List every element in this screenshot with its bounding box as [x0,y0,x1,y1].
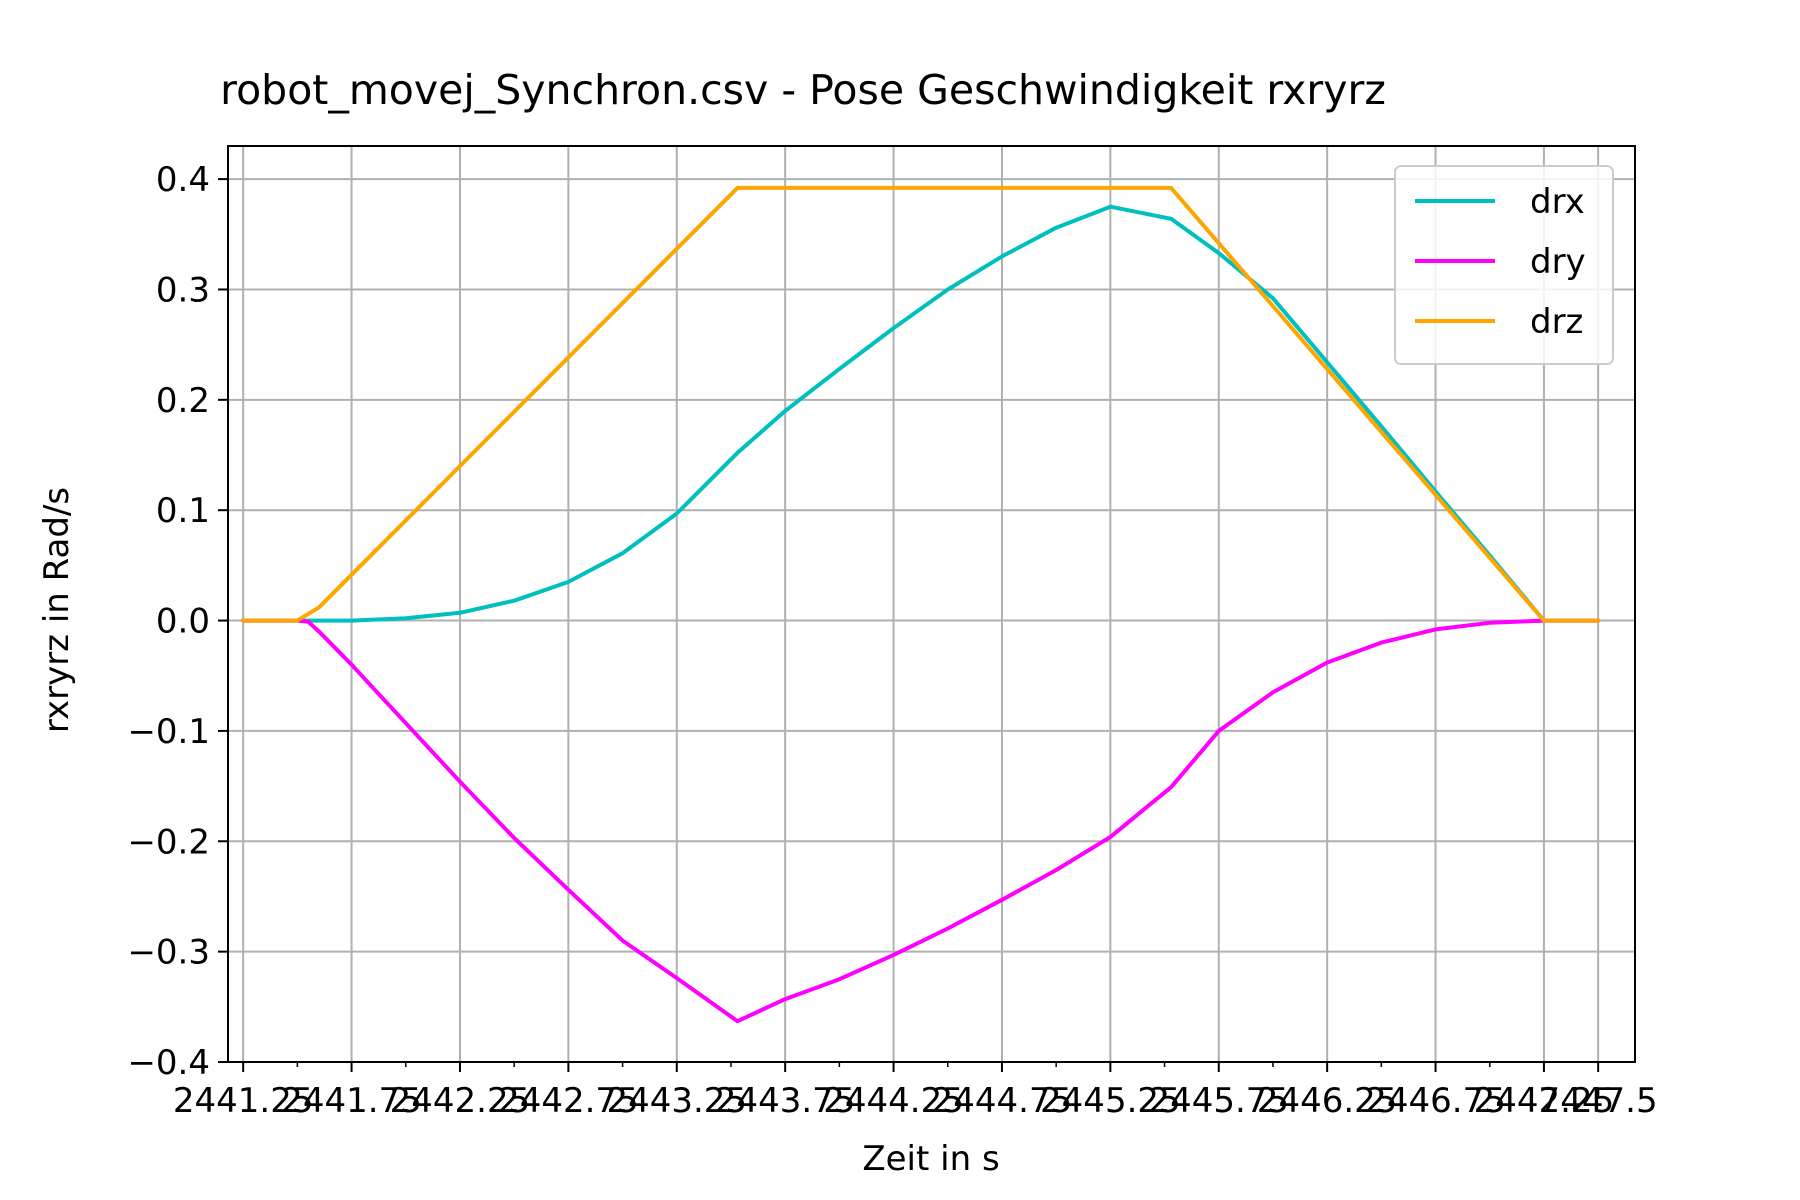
y-tick-label: 0.3 [156,270,210,310]
x-tick-label: 2442.75 [498,1081,639,1121]
x-tick-label: 2445.25 [1040,1081,1181,1121]
y-tick-label: 0.1 [156,491,210,531]
y-axis-label: rxryrz in Rad/s [37,487,77,733]
series-line-dry [241,618,1601,1024]
x-axis-label: Zeit in s [862,1139,999,1179]
y-tick-label: −0.1 [127,712,210,752]
legend-label-dry: dry [1530,242,1586,282]
x-tick-label: 2445.75 [1148,1081,1289,1121]
x-tick-label: 2443.75 [715,1081,856,1121]
x-tick-label: 2447.5 [1539,1081,1658,1121]
chart-title: robot_movej_Synchron.csv - Pose Geschwin… [220,66,1386,114]
y-tick-label: 0.2 [156,381,210,421]
x-tick-label: 2444.25 [823,1081,964,1121]
x-tick-label: 2446.25 [1257,1081,1398,1121]
y-tick-label: 0.0 [156,602,210,642]
x-tick-label: 2446.75 [1365,1081,1506,1121]
legend-label-drx: drx [1530,182,1585,222]
y-tick-label: −0.2 [127,822,210,862]
y-tick-label: −0.4 [127,1043,210,1083]
grid-lines [228,146,1635,1063]
x-tick-label: 2443.25 [606,1081,747,1121]
data-series [241,185,1601,1024]
y-tick-label: −0.3 [127,933,210,973]
x-tick-label: 2441.75 [281,1081,422,1121]
series-line-drz [241,185,1601,623]
x-tick-label: 2444.75 [932,1081,1073,1121]
x-tick-label: 2442.25 [390,1081,531,1121]
y-tick-label: 0.4 [156,160,210,200]
legend: drx dry drz [1394,165,1614,365]
x-tick-label: 2447.25 [1474,1081,1615,1121]
x-tick-labels: 2441.252441.752442.252442.752443.252443.… [173,1081,1658,1121]
plot-area-frame [227,145,1636,1063]
legend-box [1394,165,1614,365]
legend-items: drx dry drz [1415,182,1586,342]
x-tick-label: 2441.25 [173,1081,314,1121]
tick-marks [218,178,1600,1072]
series-line-drx [241,204,1601,623]
y-tick-labels: 0.4 0.3 0.2 0.1 0.0 −0.1 −0.2 −0.3 −0.4 [127,160,210,1083]
legend-label-drz: drz [1530,302,1583,342]
